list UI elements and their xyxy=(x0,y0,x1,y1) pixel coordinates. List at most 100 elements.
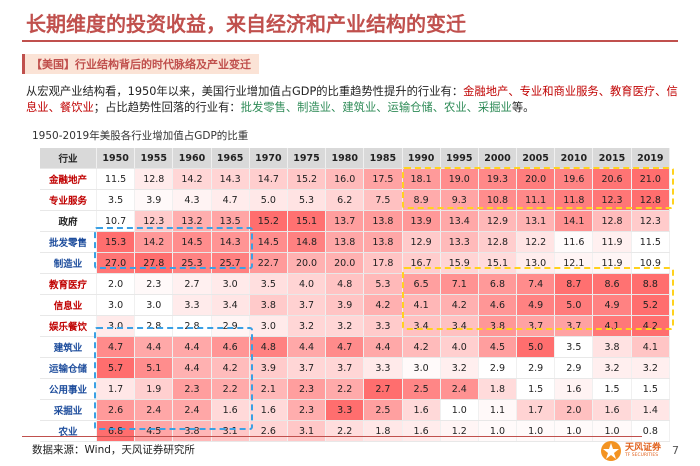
table-cell: 27.8 xyxy=(134,252,174,274)
table-cell: 3.4 xyxy=(440,315,479,337)
table-row: 建筑业 4.7 4.4 4.4 4.6 4.8 4.4 4.7 4.4 4.2 4.0 4.5 5.0 3… xyxy=(40,336,671,358)
data-source: 数据来源：Wind，天风证券研究所 xyxy=(32,444,195,456)
table-cell: 1.0 xyxy=(592,420,632,442)
table-cell: 2.7 xyxy=(172,273,212,295)
table-cell: 3.0 xyxy=(134,294,174,316)
table-cell: 2.3 xyxy=(172,378,212,400)
table-cell: 7.4 xyxy=(516,273,556,295)
table-cell: 13.5 xyxy=(211,210,250,232)
table-cell: 2.4 xyxy=(172,399,212,421)
footer-divider xyxy=(22,436,642,437)
table-cell: 5.0 xyxy=(249,189,288,211)
table-cell: 1.8 xyxy=(363,420,403,442)
table-cell: 13.3 xyxy=(440,231,479,253)
table-cell: 2.9 xyxy=(211,315,250,337)
table-cell: 14.1 xyxy=(554,210,594,232)
header-year: 1955 xyxy=(134,148,174,169)
table-cell: 12.3 xyxy=(592,189,632,211)
header-year: 1970 xyxy=(249,148,288,169)
table-row: 金融地产 11.5 12.8 14.2 14.3 14.7 15.2 16.0 17.5 18.1… xyxy=(40,168,671,190)
table-cell: 4.4 xyxy=(134,336,174,358)
table-cell: 1.6 xyxy=(249,399,288,421)
rising-industries: 金融地产、专业和商业服务、教育医疗、信息业、餐饮业 xyxy=(26,85,678,114)
table-cell: 10.9 xyxy=(631,252,671,274)
table-cell: 4.8 xyxy=(325,273,365,295)
table-cell: 3.9 xyxy=(134,189,174,211)
table-cell: 11.1 xyxy=(516,189,556,211)
table-cell: 12.3 xyxy=(134,210,174,232)
table-body: 金融地产 11.5 12.8 14.2 14.3 14.7 15.2 16.0 17.5 18.1… xyxy=(40,168,671,442)
table-cell: 4.7 xyxy=(96,336,136,358)
table-cell: 3.1 xyxy=(211,420,250,442)
header-year: 1975 xyxy=(287,148,327,169)
table-cell: 5.1 xyxy=(134,357,174,379)
table-cell: 3.8 xyxy=(249,294,288,316)
table-cell: 11.9 xyxy=(592,231,632,253)
table-cell: 5.0 xyxy=(516,336,556,358)
table-cell: 1.9 xyxy=(134,378,174,400)
table-cell: 20.6 xyxy=(592,168,632,190)
table-cell: 4.3 xyxy=(172,189,212,211)
table-cell: 3.0 xyxy=(211,273,250,295)
table-cell: 13.2 xyxy=(172,210,212,232)
table-cell: 1.6 xyxy=(211,399,250,421)
table-row: 制造业 27.0 27.8 25.3 25.7 22.7 20.0 20.0 17.8 16.7 1… xyxy=(40,252,671,274)
table-row: 公用事业 1.7 1.9 2.3 2.2 2.1 2.3 2.2 2.7 2.5 2.4 1.8 1.5… xyxy=(40,378,671,400)
industry-gdp-share-table: 行业 1950 1955 1960 1965 1970 1975 1980 1985 1990 19… xyxy=(40,148,671,442)
table-cell: 5.2 xyxy=(631,294,671,316)
industry-name: 公用事业 xyxy=(40,378,97,400)
table-cell: 12.8 xyxy=(592,210,632,232)
table-cell: 3.0 xyxy=(96,315,136,337)
table-row: 娱乐餐饮 3.0 2.8 2.8 2.9 3.0 3.2 3.2 3.3 3.4 3.4 3.8 3.7… xyxy=(40,315,671,337)
table-cell: 1.0 xyxy=(440,399,479,421)
table-cell: 5.7 xyxy=(96,357,136,379)
table-cell: 1.6 xyxy=(402,420,441,442)
table-cell: 6.8 xyxy=(478,273,518,295)
table-cell: 3.8 xyxy=(592,336,632,358)
table-cell: 3.5 xyxy=(96,189,136,211)
header-industry: 行业 xyxy=(40,148,97,169)
table-cell: 2.8 xyxy=(172,315,212,337)
header-year: 1965 xyxy=(211,148,250,169)
header-year: 2010 xyxy=(554,148,594,169)
table-cell: 13.9 xyxy=(402,210,441,232)
table-row: 信息业 3.0 3.0 3.3 3.4 3.8 3.7 3.9 4.2 4.1 4.2 4.6 4.9 5… xyxy=(40,294,671,316)
table-cell: 15.2 xyxy=(287,168,327,190)
table-cell: 12.1 xyxy=(554,252,594,274)
table-cell: 20.0 xyxy=(325,252,365,274)
table-title: 1950-2019年美股各行业增加值占GDP的比重 xyxy=(32,130,249,142)
table-cell: 4.5 xyxy=(134,420,174,442)
table-cell: 1.0 xyxy=(554,420,594,442)
table-cell: 4.5 xyxy=(478,336,518,358)
table-cell: 20.0 xyxy=(516,168,556,190)
table-cell: 16.0 xyxy=(325,168,365,190)
table-cell: 4.6 xyxy=(211,336,250,358)
table-cell: 2.2 xyxy=(211,378,250,400)
header-year: 2019 xyxy=(631,148,671,169)
table-cell: 1.2 xyxy=(440,420,479,442)
table-cell: 4.8 xyxy=(249,336,288,358)
table-cell: 4.4 xyxy=(172,357,212,379)
table-cell: 12.2 xyxy=(516,231,556,253)
table-cell: 19.3 xyxy=(478,168,518,190)
table-cell: 9.3 xyxy=(440,189,479,211)
table-cell: 3.2 xyxy=(287,315,327,337)
header-year: 2000 xyxy=(478,148,518,169)
table-cell: 3.0 xyxy=(96,294,136,316)
table-cell: 10.8 xyxy=(478,189,518,211)
industry-name: 建筑业 xyxy=(40,336,97,358)
industry-name: 制造业 xyxy=(40,252,97,274)
table-cell: 5.3 xyxy=(363,273,403,295)
table-cell: 3.7 xyxy=(554,315,594,337)
page-number: 7 xyxy=(672,444,679,457)
table-cell: 3.2 xyxy=(325,315,365,337)
table-cell: 19.6 xyxy=(554,168,594,190)
table-cell: 5.0 xyxy=(554,294,594,316)
table-cell: 19.0 xyxy=(440,168,479,190)
table-cell: 2.0 xyxy=(554,399,594,421)
industry-name: 教育医疗 xyxy=(40,273,97,295)
table-cell: 20.0 xyxy=(287,252,327,274)
table-cell: 1.6 xyxy=(554,378,594,400)
header-year: 2015 xyxy=(592,148,632,169)
table-cell: 17.8 xyxy=(363,252,403,274)
